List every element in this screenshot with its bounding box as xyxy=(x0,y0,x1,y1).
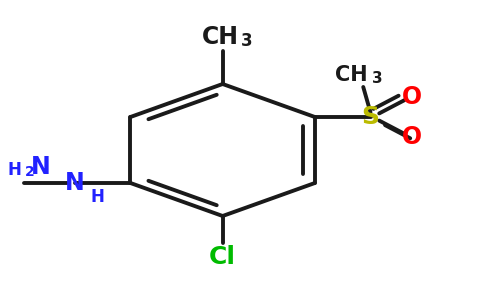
Text: Cl: Cl xyxy=(209,245,236,269)
Text: H: H xyxy=(90,188,104,206)
Text: 2: 2 xyxy=(25,165,35,179)
Text: N: N xyxy=(65,171,85,195)
Text: CH: CH xyxy=(202,26,239,50)
Text: O: O xyxy=(402,125,422,149)
Text: S: S xyxy=(362,105,379,129)
Text: N: N xyxy=(31,155,51,179)
Text: H: H xyxy=(8,161,21,179)
Text: O: O xyxy=(402,85,422,109)
Text: 3: 3 xyxy=(372,71,382,86)
Text: CH: CH xyxy=(335,65,367,85)
Text: 3: 3 xyxy=(241,32,253,50)
